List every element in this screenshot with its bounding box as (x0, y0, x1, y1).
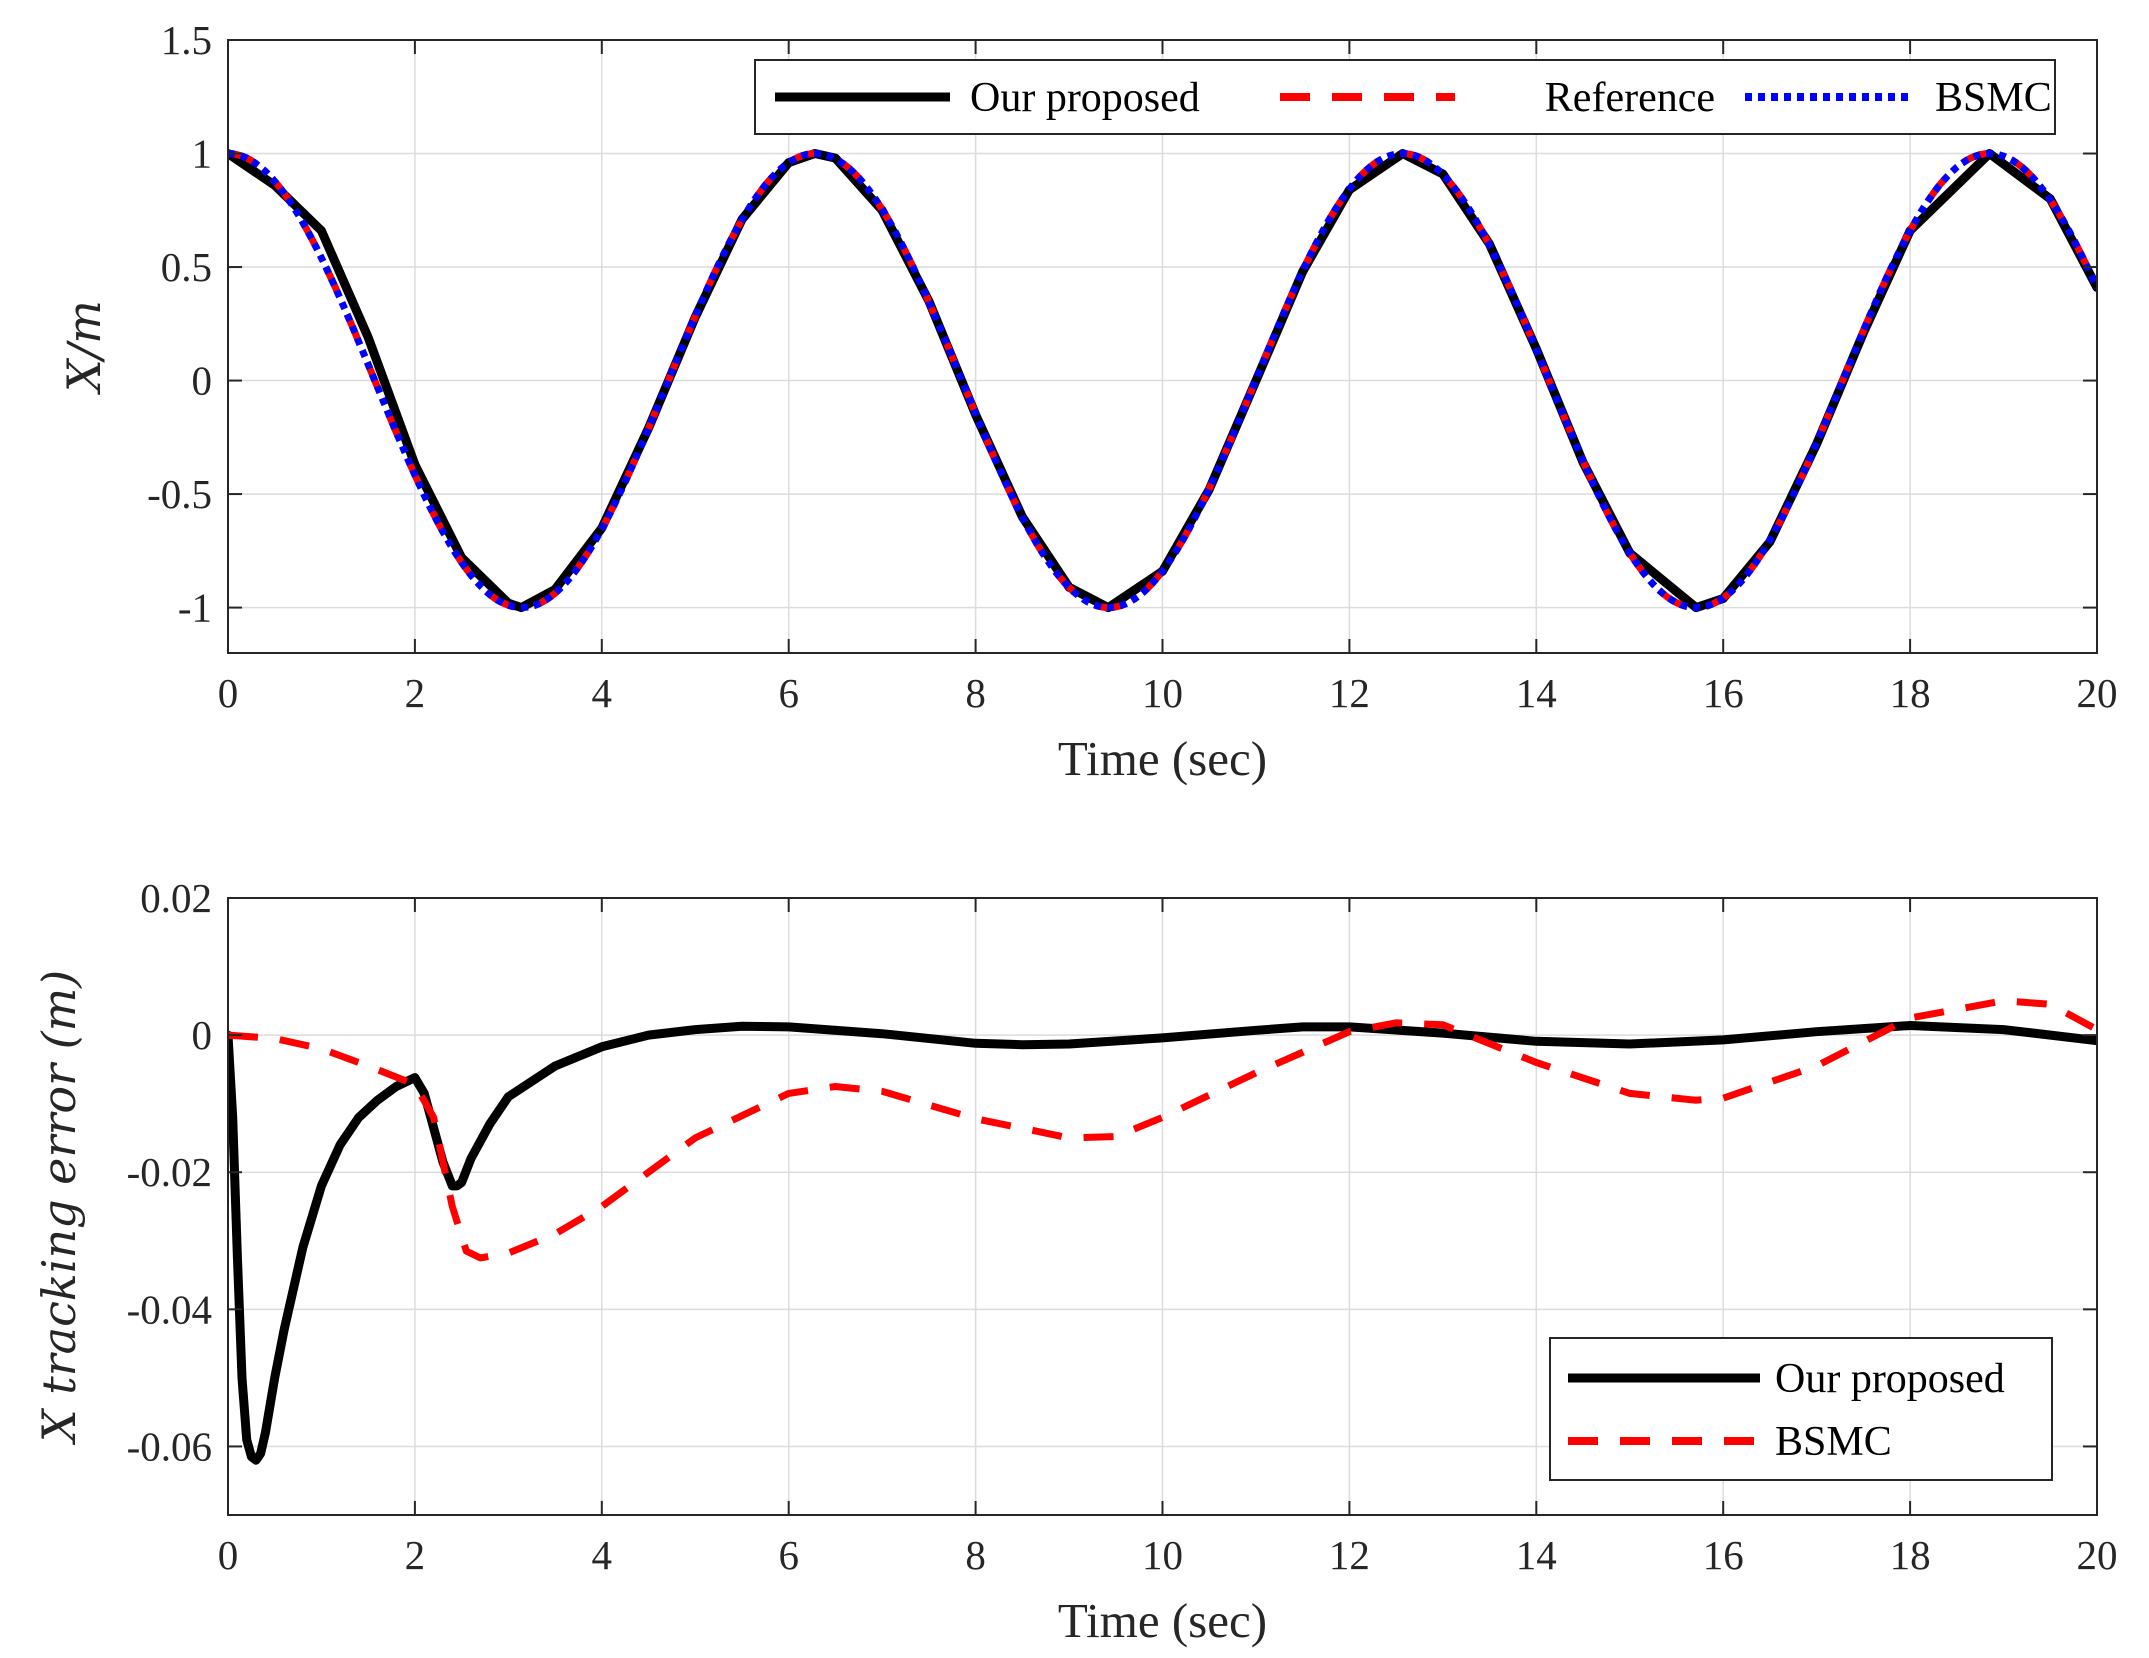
top-x-tick-label: 4 (592, 670, 613, 716)
top-series-line-bsmc (228, 150, 2097, 612)
top-x-tick-label: 2 (405, 670, 426, 716)
bottom-legend-label: BSMC (1775, 1419, 1892, 1465)
bottom-plot: 0 2 4 6 8 10 12 14 16 18 20 -0.06 -0.04 -0.02 0 0.02 Tim… (32, 875, 2118, 1648)
top-x-tick-label: 0 (218, 670, 239, 716)
bottom-x-tick-label: 20 (2077, 1532, 2118, 1578)
bottom-x-tick-label: 2 (405, 1532, 426, 1578)
top-x-tick-label: 14 (1516, 670, 1557, 716)
top-x-tick-label: 8 (965, 670, 986, 716)
bottom-legend: Our proposed BSMC (1549, 1337, 2053, 1481)
top-x-tick-label: 10 (1142, 670, 1183, 716)
bottom-x-tick-label: 12 (1329, 1532, 1370, 1578)
bottom-x-axis-label: Time (sec) (1058, 1593, 1267, 1648)
top-series-group (228, 149, 2097, 613)
top-y-tick-label: -1 (178, 585, 212, 631)
bottom-x-tick-label: 8 (965, 1532, 986, 1578)
top-x-tick-label: 16 (1703, 670, 1744, 716)
bottom-y-tick-label: 0.02 (140, 875, 212, 921)
bottom-legend-box (1549, 1337, 2053, 1481)
top-x-tick-label: 20 (2077, 670, 2118, 716)
bottom-y-tick-label: -0.06 (127, 1423, 212, 1469)
bottom-x-tick-label: 16 (1703, 1532, 1744, 1578)
top-y-tick-label: 0.5 (161, 244, 212, 290)
bottom-x-tick-label: 10 (1142, 1532, 1183, 1578)
top-x-tick-label: 18 (1890, 670, 1931, 716)
bottom-series-line-our-proposed (228, 1021, 2097, 1465)
top-legend-label: Our proposed (970, 75, 1200, 121)
top-x-axis-label: Time (sec) (1058, 731, 1267, 786)
bottom-y-tick-label: 0 (192, 1012, 213, 1058)
bottom-x-tick-label: 4 (592, 1532, 613, 1578)
bottom-y-tick-label: -0.04 (127, 1286, 212, 1332)
bottom-y-axis-label: X tracking error (m) (32, 970, 86, 1445)
top-legend-label: Reference (1545, 75, 1715, 121)
top-plot: 0 2 4 6 8 10 12 14 16 18 20 -1 -0.5 0 0.5 1 1.5 Time (sec… (57, 17, 2118, 786)
top-y-tick-label: 1.5 (161, 17, 212, 63)
top-y-tick-label: 1 (192, 131, 213, 177)
bottom-x-tick-label: 14 (1516, 1532, 1557, 1578)
bottom-series-group (228, 997, 2097, 1465)
bottom-x-tick-label: 0 (218, 1532, 239, 1578)
bottom-legend-label: Our proposed (1775, 1356, 2005, 1402)
top-y-axis-label: X/m (57, 300, 111, 395)
bottom-x-tick-label: 18 (1890, 1532, 1931, 1578)
bottom-y-tick-label: -0.02 (127, 1149, 212, 1195)
top-y-tick-label: -0.5 (147, 471, 212, 517)
bottom-x-tick-label: 6 (778, 1532, 799, 1578)
top-legend: Our proposed Reference BSMC (754, 59, 2056, 135)
top-legend-label: BSMC (1935, 75, 2052, 121)
top-y-tick-label: 0 (192, 358, 213, 404)
bottom-series-line-bsmc (228, 997, 2097, 1262)
top-x-tick-label: 12 (1329, 670, 1370, 716)
top-x-tick-label: 6 (778, 670, 799, 716)
